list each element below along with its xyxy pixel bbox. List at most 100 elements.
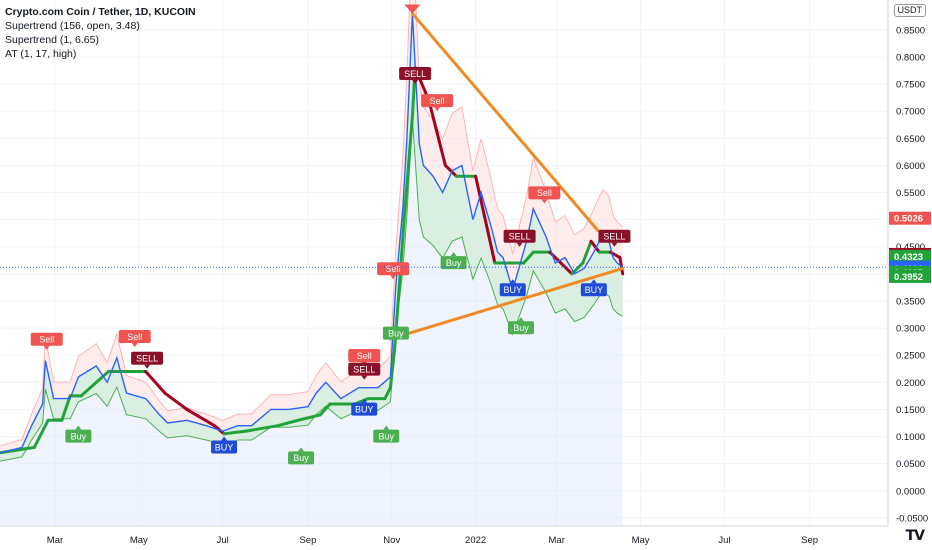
buy-label: BUY bbox=[351, 398, 378, 416]
x-tick-label: Jul bbox=[718, 535, 730, 546]
supertrend-segment bbox=[397, 218, 406, 298]
y-tick-label: 0.5500 bbox=[896, 188, 925, 199]
sell-label: Sell bbox=[118, 330, 151, 348]
buy-label-text: BUY bbox=[215, 442, 234, 452]
supertrend-segment bbox=[296, 413, 322, 422]
sell-label-bg bbox=[503, 229, 536, 243]
buy-label-pointer bbox=[392, 322, 399, 327]
sell-label-text: SELL bbox=[136, 354, 158, 364]
indicator-at[interactable]: AT (1, 17, high) bbox=[5, 48, 77, 60]
supertrend-segment bbox=[60, 394, 72, 422]
buy-label-bg bbox=[288, 451, 315, 465]
x-tick-label: Mar bbox=[47, 535, 63, 546]
indicator-supertrend-slow[interactable]: Supertrend (156, open, 3.48) bbox=[5, 20, 140, 32]
trendline bbox=[410, 12, 600, 232]
supertrend-segment bbox=[163, 391, 189, 411]
buy-label: Buy bbox=[440, 252, 467, 270]
sell-label-pointer bbox=[390, 275, 397, 280]
sell-label-text: SELL bbox=[603, 232, 625, 242]
price-scale-label-text: 0.4323 bbox=[894, 252, 923, 263]
currency-badge[interactable]: USDT bbox=[893, 4, 926, 17]
buy-label-text: Buy bbox=[388, 328, 404, 338]
sell-label-pointer bbox=[516, 242, 523, 247]
price-scale-label: 0.5026 bbox=[889, 211, 931, 225]
supertrend-down-band bbox=[0, 0, 623, 453]
sell-label-text: Sell bbox=[127, 332, 142, 342]
x-tick-label: Sep bbox=[299, 535, 316, 546]
y-tick-label: 0.3000 bbox=[896, 324, 925, 335]
buy-label-pointer bbox=[383, 425, 390, 430]
y-tick-label: 0.8500 bbox=[896, 25, 925, 36]
sell-label-text: SELL bbox=[404, 69, 426, 79]
price-area-fill bbox=[0, 13, 623, 527]
supertrend-segment bbox=[144, 369, 167, 395]
supertrend-segment bbox=[581, 239, 593, 265]
buy-label-text: Buy bbox=[71, 431, 87, 441]
buy-label-text: BUY bbox=[585, 285, 604, 295]
sell-label-pointer bbox=[611, 242, 618, 247]
x-tick-label: May bbox=[130, 535, 148, 546]
x-tick-label: Mar bbox=[549, 535, 565, 546]
sell-label-pointer bbox=[144, 364, 151, 369]
y-tick-label: 0.2000 bbox=[896, 378, 925, 389]
y-tick-label: 0.2500 bbox=[896, 351, 925, 362]
peak-marker-icon bbox=[404, 4, 421, 14]
tradingview-logo-icon: TV bbox=[905, 528, 925, 544]
sell-label-text: Sell bbox=[430, 96, 445, 106]
buy-label-pointer bbox=[450, 252, 457, 257]
x-tick-label: May bbox=[632, 535, 650, 546]
symbol-title[interactable]: Crypto.com Coin / Tether, 1D, KUCOIN bbox=[5, 6, 196, 18]
supertrend-segment bbox=[548, 250, 574, 276]
supertrend-segment bbox=[393, 294, 401, 352]
buy-label-bg bbox=[440, 256, 467, 270]
indicator-supertrend-fast[interactable]: Supertrend (1, 6.65) bbox=[5, 34, 99, 46]
buy-label-bg bbox=[499, 283, 526, 297]
sell-label-text: Sell bbox=[39, 335, 54, 345]
sell-label-bg bbox=[421, 94, 454, 108]
buy-label-bg bbox=[373, 429, 400, 443]
buy-label-pointer bbox=[75, 425, 82, 430]
buy-label: BUY bbox=[499, 279, 526, 297]
sell-label-bg bbox=[528, 186, 561, 200]
y-tick-label: -0.0500 bbox=[896, 513, 928, 524]
buy-label-text: Buy bbox=[513, 323, 529, 333]
supertrend-segment bbox=[318, 402, 332, 417]
supertrend-segment bbox=[522, 250, 535, 265]
supertrend-segment bbox=[474, 174, 497, 265]
sell-label: Sell bbox=[421, 94, 454, 112]
sell-label-pointer bbox=[412, 80, 419, 85]
sell-label: SELL bbox=[503, 229, 536, 247]
supertrend-segment bbox=[402, 115, 414, 222]
sell-label: SELL bbox=[348, 362, 381, 380]
buy-label-pointer bbox=[221, 436, 228, 441]
supertrend-segment bbox=[276, 418, 300, 428]
y-tick-label: 0.8000 bbox=[896, 52, 925, 63]
price-scale-label-bg bbox=[889, 249, 931, 263]
sell-label-pointer bbox=[43, 345, 50, 350]
y-tick-label: 0.3500 bbox=[896, 296, 925, 307]
y-tick-label: 0.7000 bbox=[896, 107, 925, 118]
buy-label-bg bbox=[580, 283, 607, 297]
x-tick-label: 2022 bbox=[465, 535, 486, 546]
buy-label-text: Buy bbox=[379, 431, 395, 441]
buy-label: BUY bbox=[211, 436, 238, 454]
buy-label-bg bbox=[211, 440, 238, 454]
sell-label-text: Sell bbox=[357, 351, 372, 361]
supertrend-segment bbox=[79, 369, 111, 398]
chart-legend: Crypto.com Coin / Tether, 1D, KUCOIN Sup… bbox=[5, 5, 196, 61]
price-scale-label-text: 0.5026 bbox=[894, 214, 923, 225]
buy-label: Buy bbox=[507, 317, 534, 335]
sell-label: SELL bbox=[399, 67, 432, 85]
x-tick-label: Sep bbox=[801, 535, 818, 546]
sell-label-bg bbox=[118, 330, 151, 344]
sell-label: Sell bbox=[377, 262, 410, 280]
sell-label-bg bbox=[399, 67, 432, 81]
sell-label-pointer bbox=[541, 199, 548, 204]
sell-label-pointer bbox=[131, 343, 138, 348]
y-tick-label: 0.6000 bbox=[896, 161, 925, 172]
sell-label-bg bbox=[348, 362, 381, 376]
buy-label-pointer bbox=[590, 279, 597, 284]
sell-label-bg bbox=[598, 229, 631, 243]
buy-label: Buy bbox=[373, 425, 400, 443]
